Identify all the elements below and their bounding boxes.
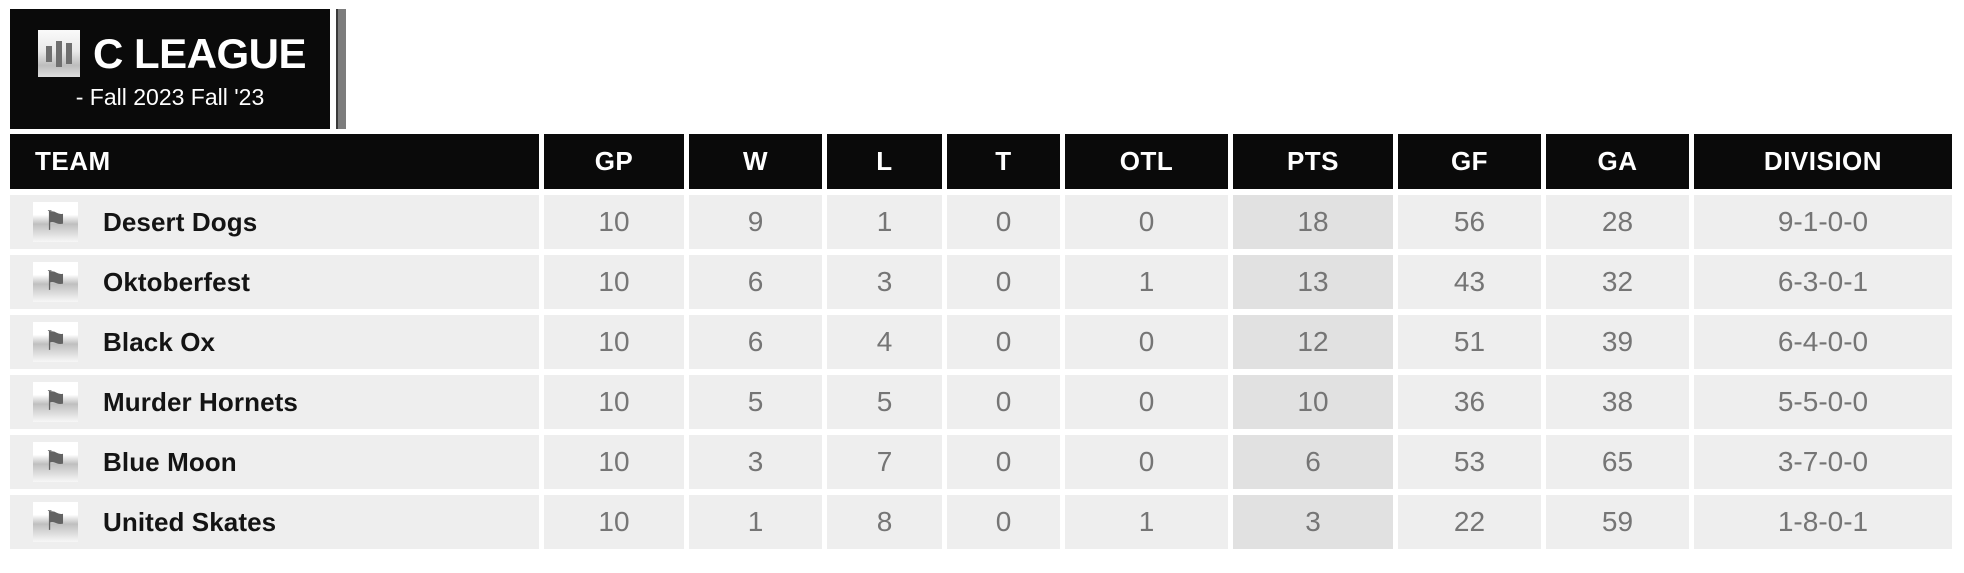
league-banner: C LEAGUE - Fall 2023 Fall '23 (10, 9, 330, 129)
column-header-team: TEAM (10, 134, 539, 189)
cell-l: 1 (827, 195, 942, 249)
cell-gf: 51 (1398, 315, 1541, 369)
cell-t: 0 (947, 255, 1060, 309)
table-row[interactable]: ⚑ Blue Moon 10 3 7 0 0 6 53 65 3-7-0-0 (10, 435, 1952, 489)
team-cell[interactable]: ⚑ Black Ox (10, 315, 539, 369)
team-flag-icon: ⚑ (33, 202, 78, 242)
league-season-subtitle: - Fall 2023 Fall '23 (75, 84, 265, 110)
team-flag-icon: ⚑ (33, 382, 78, 422)
cell-ga: 28 (1546, 195, 1689, 249)
cell-l: 3 (827, 255, 942, 309)
cell-t: 0 (947, 315, 1060, 369)
column-header-pts: PTS (1233, 134, 1393, 189)
standings-table: TEAM GP W L T OTL PTS GF GA DIVISION ⚑ Desert Dog… (10, 134, 1952, 555)
team-cell[interactable]: ⚑ United Skates (10, 495, 539, 549)
cell-l: 8 (827, 495, 942, 549)
league-title: C LEAGUE (93, 29, 307, 77)
column-header-otl: OTL (1065, 134, 1228, 189)
team-name: Oktoberfest (103, 266, 251, 297)
cell-otl: 0 (1065, 315, 1228, 369)
cell-ga: 32 (1546, 255, 1689, 309)
cell-ga: 39 (1546, 315, 1689, 369)
cell-pts: 3 (1233, 495, 1393, 549)
cell-otl: 0 (1065, 375, 1228, 429)
cell-gf: 53 (1398, 435, 1541, 489)
cell-ga: 59 (1546, 495, 1689, 549)
cell-division: 6-3-0-1 (1694, 255, 1952, 309)
team-cell[interactable]: ⚑ Desert Dogs (10, 195, 539, 249)
team-cell[interactable]: ⚑ Blue Moon (10, 435, 539, 489)
cell-gf: 43 (1398, 255, 1541, 309)
cell-w: 9 (689, 195, 822, 249)
cell-division: 1-8-0-1 (1694, 495, 1952, 549)
table-row[interactable]: ⚑ Black Ox 10 6 4 0 0 12 51 39 6-4-0-0 (10, 315, 1952, 369)
table-row[interactable]: ⚑ Oktoberfest 10 6 3 0 1 13 43 32 6-3-0-… (10, 255, 1952, 309)
standings-rows: ⚑ Desert Dogs 10 9 1 0 0 18 56 28 9-1-0-… (10, 195, 1952, 549)
column-header-gf: GF (1398, 134, 1541, 189)
cell-gp: 10 (544, 495, 684, 549)
cell-division: 9-1-0-0 (1694, 195, 1952, 249)
cell-gp: 10 (544, 435, 684, 489)
cell-otl: 1 (1065, 255, 1228, 309)
cell-gp: 10 (544, 195, 684, 249)
standings-header-row: TEAM GP W L T OTL PTS GF GA DIVISION (10, 134, 1952, 189)
cell-t: 0 (947, 495, 1060, 549)
banner-accent-stripe (336, 9, 346, 129)
cell-otl: 1 (1065, 495, 1228, 549)
cell-pts: 18 (1233, 195, 1393, 249)
team-name: Murder Hornets (103, 386, 298, 417)
column-header-w: W (689, 134, 822, 189)
column-header-t: T (947, 134, 1060, 189)
league-logo-icon (38, 30, 80, 77)
cell-division: 6-4-0-0 (1694, 315, 1952, 369)
table-row[interactable]: ⚑ United Skates 10 1 8 0 1 3 22 59 1-8-0… (10, 495, 1952, 549)
cell-gf: 36 (1398, 375, 1541, 429)
cell-otl: 0 (1065, 195, 1228, 249)
cell-pts: 6 (1233, 435, 1393, 489)
column-header-gp: GP (544, 134, 684, 189)
cell-division: 3-7-0-0 (1694, 435, 1952, 489)
cell-l: 4 (827, 315, 942, 369)
cell-ga: 65 (1546, 435, 1689, 489)
column-header-ga: GA (1546, 134, 1689, 189)
column-header-division: DIVISION (1694, 134, 1952, 189)
cell-w: 3 (689, 435, 822, 489)
cell-w: 1 (689, 495, 822, 549)
team-name: United Skates (103, 506, 277, 537)
cell-pts: 12 (1233, 315, 1393, 369)
team-flag-icon: ⚑ (33, 262, 78, 302)
cell-division: 5-5-0-0 (1694, 375, 1952, 429)
cell-w: 6 (689, 315, 822, 369)
team-cell[interactable]: ⚑ Oktoberfest (10, 255, 539, 309)
cell-otl: 0 (1065, 435, 1228, 489)
team-cell[interactable]: ⚑ Murder Hornets (10, 375, 539, 429)
cell-gp: 10 (544, 255, 684, 309)
cell-l: 7 (827, 435, 942, 489)
column-header-l: L (827, 134, 942, 189)
team-name: Blue Moon (103, 446, 237, 477)
team-name: Desert Dogs (103, 206, 258, 237)
cell-ga: 38 (1546, 375, 1689, 429)
cell-t: 0 (947, 195, 1060, 249)
cell-gp: 10 (544, 315, 684, 369)
cell-w: 5 (689, 375, 822, 429)
cell-gf: 56 (1398, 195, 1541, 249)
table-row[interactable]: ⚑ Desert Dogs 10 9 1 0 0 18 56 28 9-1-0-… (10, 195, 1952, 249)
cell-t: 0 (947, 435, 1060, 489)
cell-pts: 10 (1233, 375, 1393, 429)
team-flag-icon: ⚑ (33, 442, 78, 482)
team-flag-icon: ⚑ (33, 322, 78, 362)
cell-pts: 13 (1233, 255, 1393, 309)
team-flag-icon: ⚑ (33, 502, 78, 542)
cell-w: 6 (689, 255, 822, 309)
cell-gf: 22 (1398, 495, 1541, 549)
cell-t: 0 (947, 375, 1060, 429)
cell-l: 5 (827, 375, 942, 429)
table-row[interactable]: ⚑ Murder Hornets 10 5 5 0 0 10 36 38 5-5… (10, 375, 1952, 429)
team-name: Black Ox (103, 326, 216, 357)
cell-gp: 10 (544, 375, 684, 429)
